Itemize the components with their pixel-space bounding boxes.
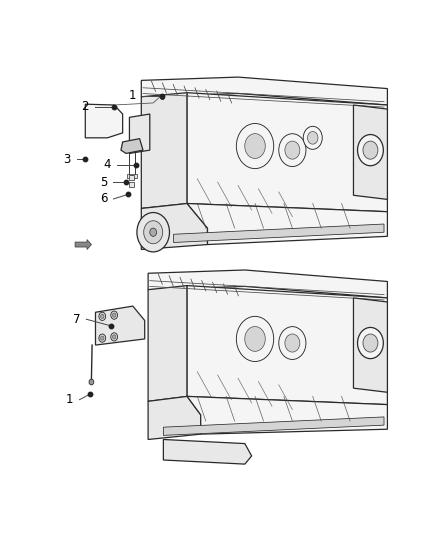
Polygon shape [148, 270, 387, 298]
Polygon shape [141, 204, 208, 249]
Text: 7: 7 [73, 313, 80, 326]
Polygon shape [95, 306, 145, 345]
Circle shape [363, 334, 378, 352]
Polygon shape [187, 397, 387, 434]
Circle shape [111, 311, 117, 319]
Circle shape [137, 213, 170, 252]
Polygon shape [163, 440, 251, 464]
Circle shape [357, 134, 383, 166]
Polygon shape [353, 298, 387, 392]
Circle shape [307, 132, 318, 144]
Circle shape [237, 124, 274, 168]
Polygon shape [173, 224, 384, 243]
Circle shape [99, 334, 106, 342]
Circle shape [279, 327, 306, 359]
Text: 5: 5 [100, 176, 107, 189]
Text: 3: 3 [64, 152, 71, 166]
Polygon shape [163, 417, 384, 435]
Circle shape [111, 333, 117, 341]
Polygon shape [121, 139, 143, 154]
Circle shape [285, 141, 300, 159]
Text: 2: 2 [81, 100, 88, 113]
Polygon shape [148, 286, 187, 401]
Bar [132, 174, 137, 178]
Bar [129, 182, 134, 187]
Text: 1: 1 [66, 393, 74, 406]
Polygon shape [130, 114, 150, 154]
Circle shape [150, 228, 156, 236]
Circle shape [237, 317, 274, 361]
Circle shape [89, 379, 94, 385]
Polygon shape [141, 77, 387, 105]
Circle shape [285, 334, 300, 352]
Circle shape [357, 327, 383, 359]
Circle shape [101, 314, 104, 318]
Circle shape [245, 327, 265, 351]
Polygon shape [75, 240, 92, 249]
Polygon shape [148, 397, 201, 440]
Polygon shape [353, 105, 387, 199]
Polygon shape [85, 104, 123, 138]
Circle shape [303, 126, 322, 149]
Text: 1: 1 [129, 89, 136, 102]
Circle shape [101, 336, 104, 340]
Polygon shape [141, 93, 187, 208]
Circle shape [363, 141, 378, 159]
Bar [129, 175, 134, 180]
Polygon shape [187, 286, 387, 405]
Bar [127, 174, 131, 178]
Circle shape [144, 221, 162, 244]
Polygon shape [187, 93, 387, 212]
Text: 6: 6 [100, 192, 107, 206]
Circle shape [113, 335, 116, 339]
Circle shape [279, 134, 306, 166]
Polygon shape [187, 204, 387, 245]
Text: 4: 4 [103, 158, 111, 171]
Circle shape [99, 312, 106, 320]
Circle shape [113, 313, 116, 317]
Circle shape [245, 134, 265, 158]
